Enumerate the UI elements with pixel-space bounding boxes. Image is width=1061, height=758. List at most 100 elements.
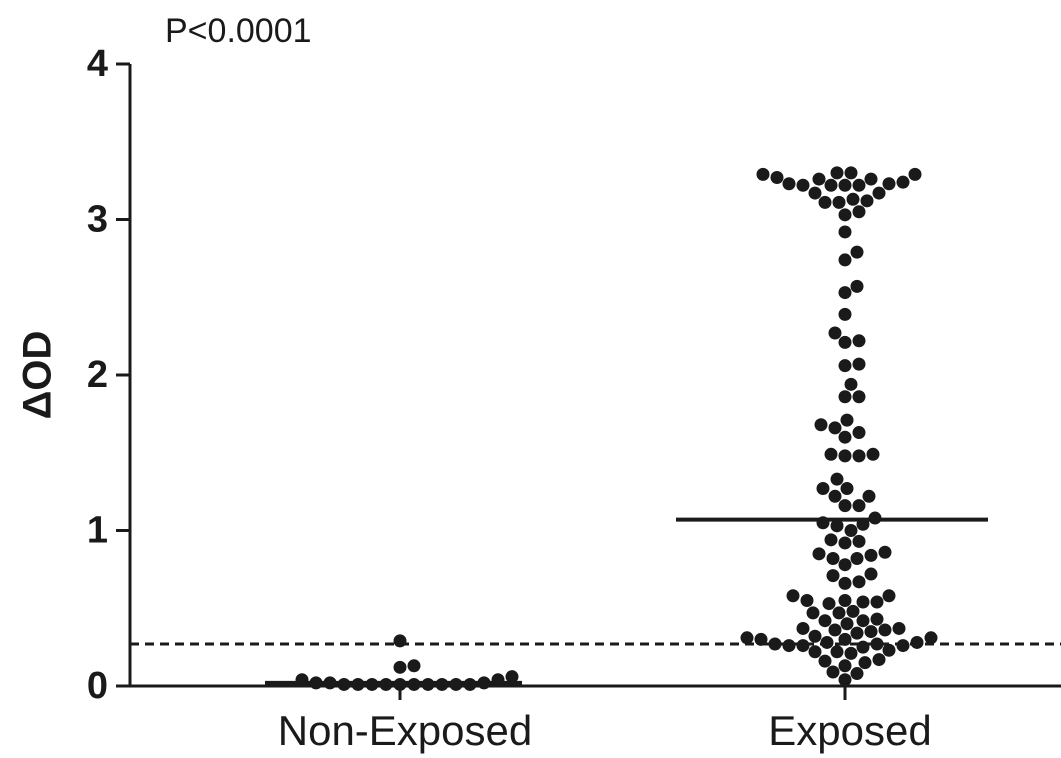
data-dot bbox=[782, 639, 796, 653]
data-dot bbox=[850, 245, 864, 259]
data-dot bbox=[838, 178, 852, 192]
data-dot bbox=[808, 645, 822, 659]
data-dot bbox=[856, 595, 870, 609]
data-dot bbox=[740, 631, 754, 645]
data-dot bbox=[864, 567, 878, 581]
data-dot bbox=[840, 617, 854, 631]
data-dot bbox=[838, 632, 852, 646]
data-dot bbox=[864, 625, 878, 639]
data-dot bbox=[852, 357, 866, 371]
data-dot bbox=[782, 177, 796, 191]
data-dot bbox=[844, 646, 858, 660]
data-dot bbox=[756, 167, 770, 181]
data-dot bbox=[832, 195, 846, 209]
x-tick-label: Non-Exposed bbox=[278, 707, 532, 754]
data-dot bbox=[822, 597, 836, 611]
data-dot bbox=[826, 569, 840, 583]
data-dot bbox=[838, 286, 852, 300]
data-dot bbox=[838, 593, 852, 607]
data-dot bbox=[910, 635, 924, 649]
data-dot bbox=[826, 551, 840, 565]
data-dot bbox=[882, 643, 896, 657]
data-dot bbox=[840, 413, 854, 427]
data-dot bbox=[852, 205, 866, 219]
x-tick-label: Exposed bbox=[768, 707, 931, 754]
data-dot bbox=[896, 639, 910, 653]
data-dot bbox=[850, 551, 864, 565]
data-dot bbox=[786, 589, 800, 603]
data-dot bbox=[393, 660, 407, 674]
data-dot bbox=[864, 172, 878, 186]
data-dot bbox=[924, 631, 938, 645]
data-dot bbox=[826, 665, 840, 679]
data-dot bbox=[846, 604, 860, 618]
data-dot bbox=[808, 629, 822, 643]
y-axis-label: ΔOD bbox=[16, 331, 60, 420]
data-dot bbox=[824, 447, 838, 461]
data-dot bbox=[844, 377, 858, 391]
data-dot bbox=[808, 186, 822, 200]
y-tick-label: 4 bbox=[87, 43, 108, 85]
data-dot bbox=[852, 575, 866, 589]
data-dot bbox=[838, 536, 852, 550]
data-dot bbox=[856, 640, 870, 654]
data-dot bbox=[892, 621, 906, 635]
data-dot bbox=[852, 426, 866, 440]
data-dot bbox=[870, 637, 884, 651]
data-dot bbox=[882, 177, 896, 191]
data-dot bbox=[832, 606, 846, 620]
data-dot bbox=[838, 307, 852, 321]
data-dot bbox=[812, 547, 826, 561]
data-dot bbox=[824, 533, 838, 547]
data-dot bbox=[838, 659, 852, 673]
data-dot bbox=[838, 335, 852, 349]
data-dot bbox=[824, 178, 838, 192]
data-dot bbox=[806, 606, 820, 620]
data-dot bbox=[846, 192, 860, 206]
data-dot bbox=[838, 208, 852, 222]
data-dot bbox=[896, 175, 910, 189]
data-dot bbox=[908, 167, 922, 181]
data-dot bbox=[852, 534, 866, 548]
data-dot bbox=[796, 639, 810, 653]
data-dot bbox=[838, 576, 852, 590]
data-dot bbox=[830, 645, 844, 659]
data-dot bbox=[768, 637, 782, 651]
data-dot bbox=[862, 489, 876, 503]
y-tick-label: 0 bbox=[87, 665, 108, 707]
data-dot bbox=[860, 194, 874, 208]
data-dot bbox=[864, 548, 878, 562]
data-dot bbox=[878, 545, 892, 559]
data-dot bbox=[407, 659, 421, 673]
y-tick-label: 1 bbox=[87, 510, 108, 552]
data-dot bbox=[770, 171, 784, 185]
data-dot bbox=[852, 499, 866, 513]
data-dot bbox=[505, 670, 519, 684]
data-dot bbox=[850, 626, 864, 640]
data-dot bbox=[856, 614, 870, 628]
annotation: P<0.0001 bbox=[165, 12, 312, 50]
data-dot bbox=[872, 653, 886, 667]
data-dot bbox=[838, 499, 852, 513]
data-dot bbox=[870, 612, 884, 626]
data-dot bbox=[818, 195, 832, 209]
data-dot bbox=[800, 593, 814, 607]
data-dot bbox=[838, 673, 852, 687]
data-dot bbox=[838, 390, 852, 404]
data-dot bbox=[838, 359, 852, 373]
data-dot bbox=[828, 421, 842, 435]
data-dot bbox=[850, 667, 864, 681]
data-dot bbox=[838, 225, 852, 239]
data-dot bbox=[838, 449, 852, 463]
data-dot bbox=[393, 634, 407, 648]
y-tick-label: 2 bbox=[87, 354, 108, 396]
data-dot bbox=[828, 326, 842, 340]
data-dot bbox=[828, 489, 842, 503]
data-dot bbox=[882, 589, 896, 603]
data-dot bbox=[812, 172, 826, 186]
data-dot bbox=[858, 656, 872, 670]
data-dot bbox=[872, 186, 886, 200]
data-dot bbox=[814, 418, 828, 432]
data-dot bbox=[838, 558, 852, 572]
